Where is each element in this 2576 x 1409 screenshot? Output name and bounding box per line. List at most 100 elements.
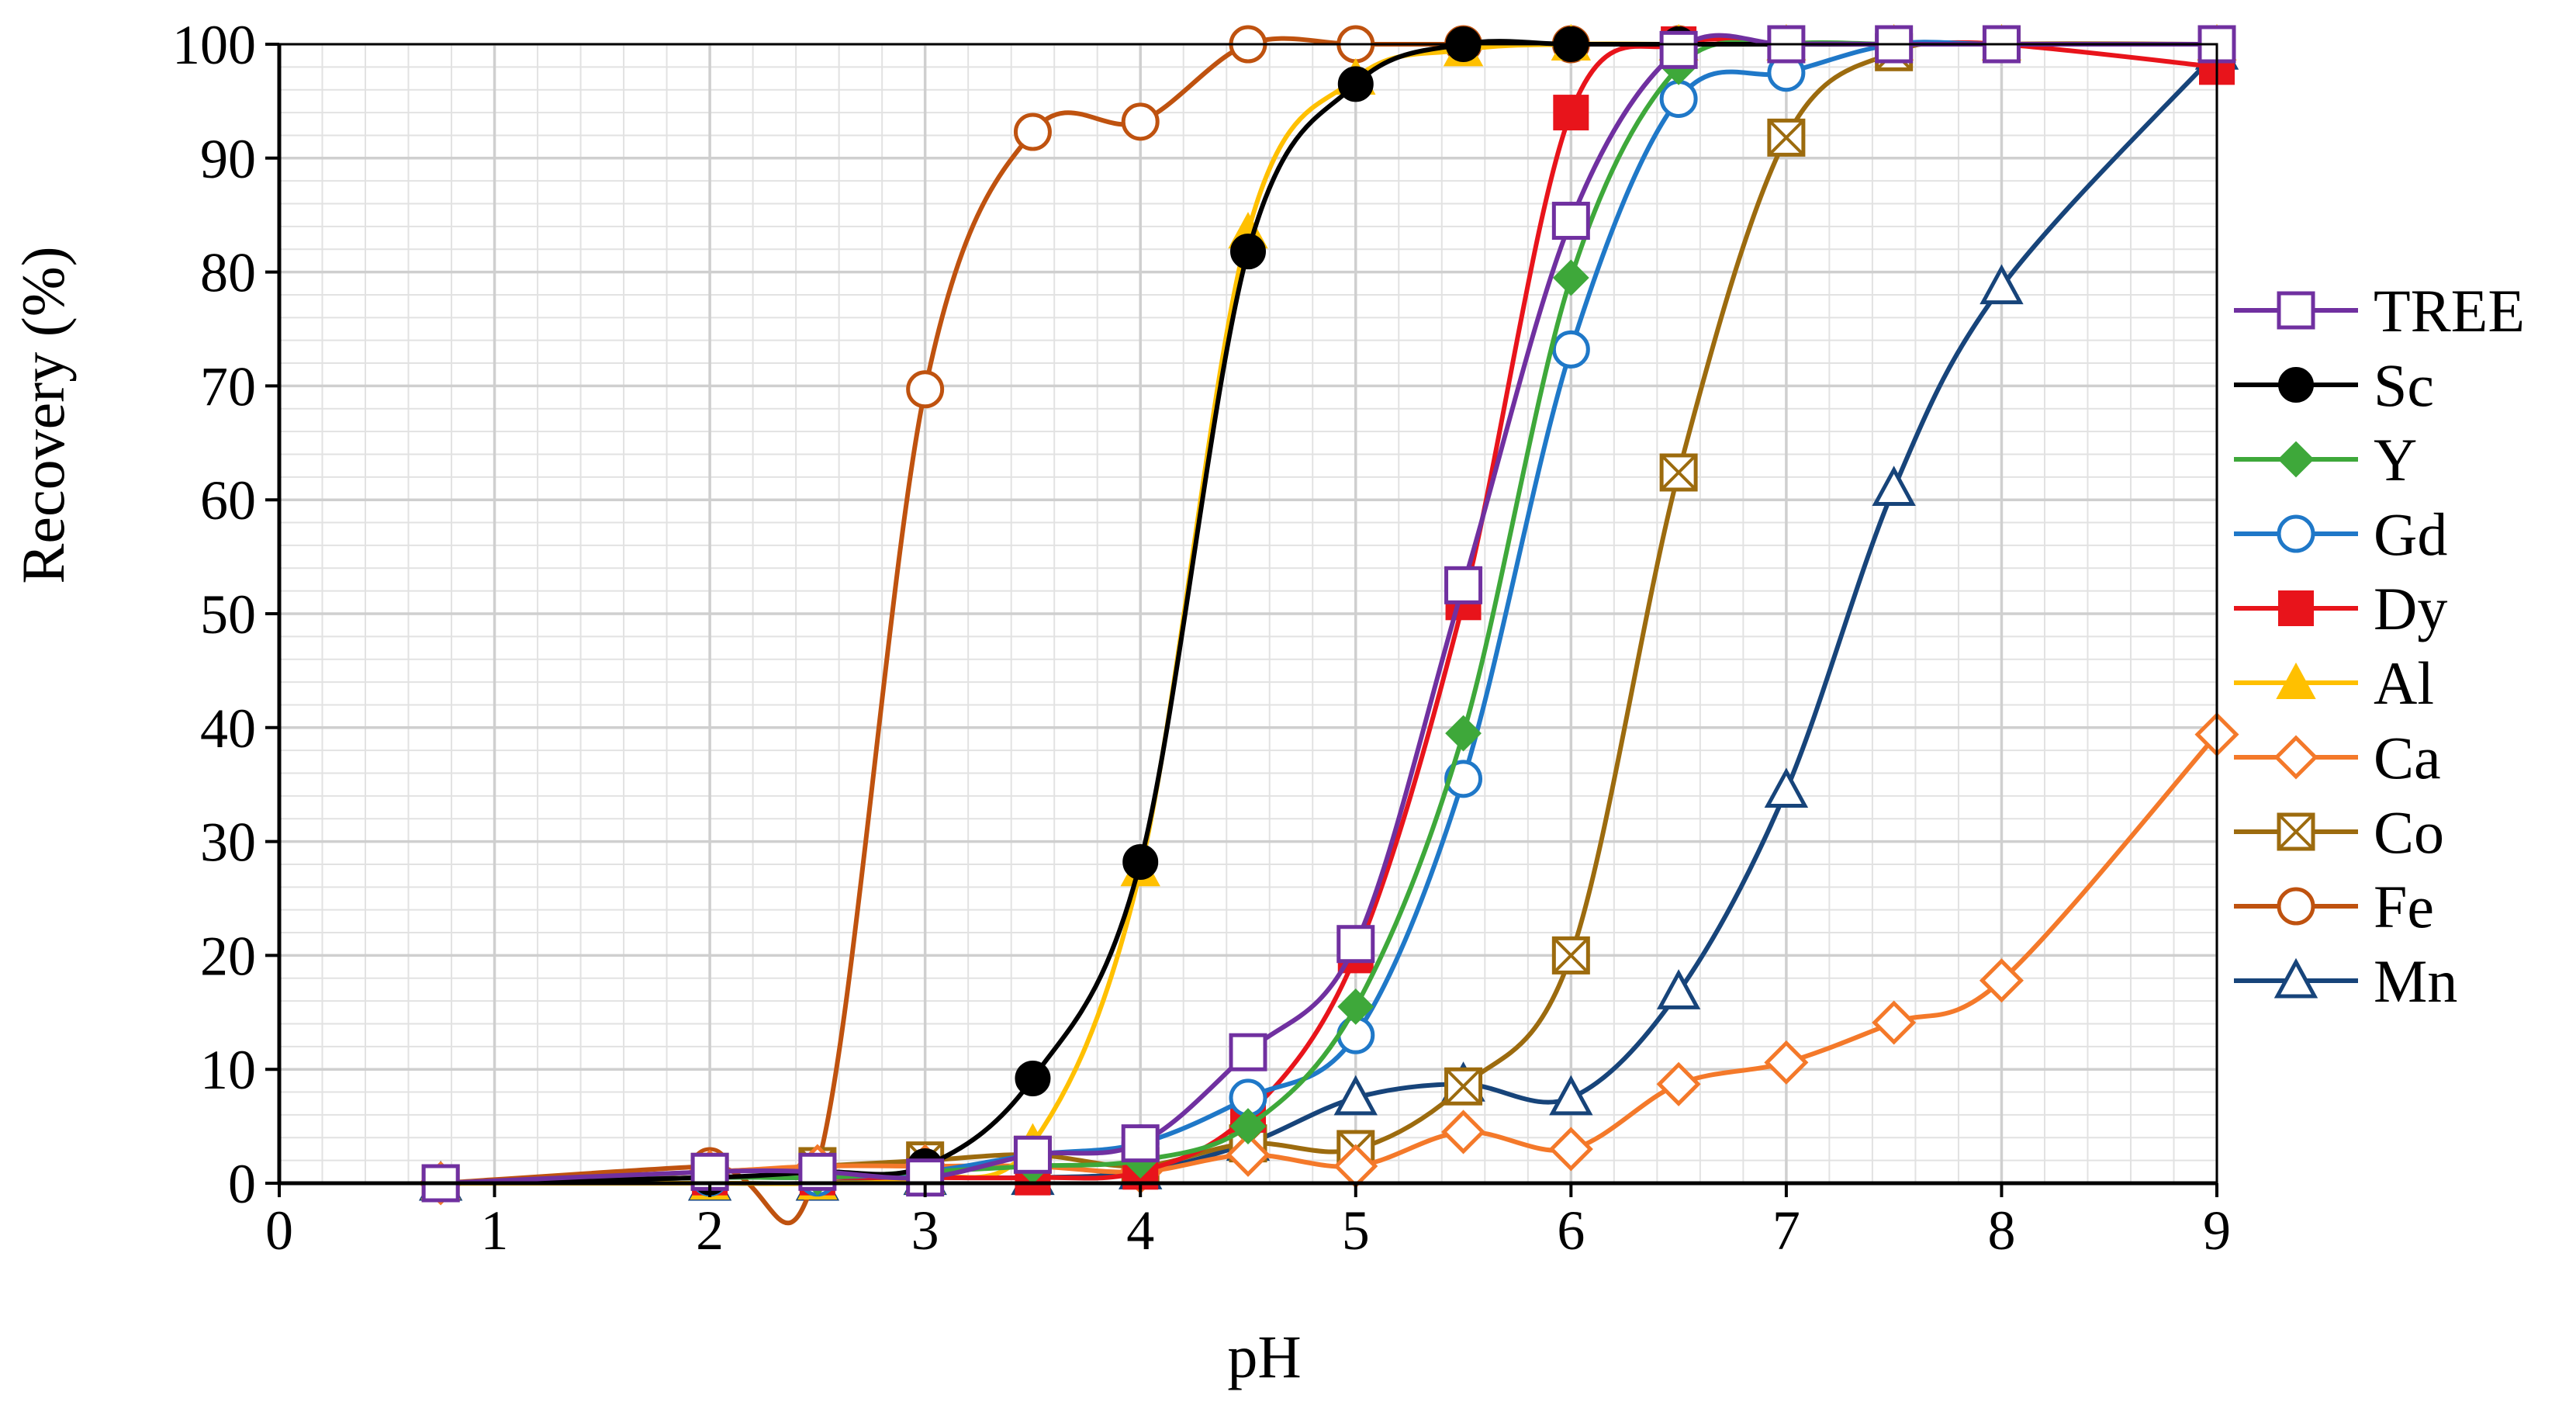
legend-item-fe: Fe: [2234, 873, 2434, 940]
legend-label-dy: Dy: [2374, 575, 2447, 642]
legend-marker-gd: [2277, 514, 2315, 553]
legend-item-co: Co: [2234, 798, 2444, 866]
data-point-y: [1337, 988, 1374, 1025]
x-tick-label: 8: [1987, 1200, 2015, 1262]
x-tick-label: 6: [1557, 1200, 1585, 1262]
legend-marker-co-cross: [2277, 813, 2315, 850]
y-tick-label: 20: [200, 925, 256, 987]
data-point-co-cross: [1445, 1068, 1482, 1105]
data-point-mn: [1764, 767, 1809, 808]
x-tick-label: 2: [696, 1200, 724, 1262]
legend-marker-mn: [2273, 957, 2318, 999]
data-point-ca: [1656, 1061, 1701, 1106]
legend-item-y: Y: [2234, 426, 2417, 493]
x-tick-label: 5: [1342, 1200, 1370, 1262]
legend-item-al: Al: [2234, 649, 2434, 717]
legend-item-gd: Gd: [2234, 500, 2447, 568]
data-point-gd: [1659, 79, 1698, 118]
data-point-co-cross: [1552, 936, 1589, 974]
legend-item-mn: Mn: [2234, 947, 2457, 1015]
legend-marker-dy: [2278, 590, 2314, 626]
data-point-co: [1767, 118, 1806, 157]
data-point-ca: [1548, 1127, 1593, 1172]
data-point-tree: [1659, 30, 1698, 69]
legend-marker-y: [2277, 441, 2315, 478]
legend-marker-al: [2276, 662, 2316, 699]
legend-label-fe: Fe: [2374, 873, 2434, 940]
data-point-mn: [1980, 264, 2024, 305]
legend-marker-ca: [2273, 735, 2318, 780]
legend-item-ca: Ca: [2234, 724, 2441, 791]
legend-label-al: Al: [2374, 649, 2434, 717]
data-point-fe: [1013, 113, 1052, 151]
y-tick-label: 100: [172, 14, 256, 76]
y-tick-label: 80: [200, 242, 256, 304]
legend: TREE Sc Y Gd Dy Al Ca Co Fe Mn: [2234, 277, 2525, 1015]
legend-label-gd: Gd: [2374, 500, 2447, 568]
legend-item-dy: Dy: [2234, 575, 2447, 642]
data-point-tree: [1336, 925, 1375, 964]
grid: [278, 43, 2218, 1185]
data-point-y: [1445, 715, 1482, 752]
y-tick-label: 40: [200, 698, 256, 760]
legend-label-sc: Sc: [2374, 351, 2434, 419]
legend-label-mn: Mn: [2374, 947, 2457, 1015]
y-tick-label: 70: [200, 355, 256, 417]
x-tick-label: 3: [911, 1200, 939, 1262]
data-point-tree: [1229, 1033, 1267, 1071]
y-tick-label: 10: [200, 1039, 256, 1101]
y-axis-title: Recovery (%): [9, 246, 77, 583]
data-point-sc: [1122, 844, 1159, 881]
data-point-y: [1552, 259, 1589, 296]
x-tick-label: 7: [1772, 1200, 1800, 1262]
x-axis-ticks: 0 1 2 3 4 5 6 7 8 9: [265, 1183, 2231, 1262]
legend-marker-co: [2277, 812, 2315, 851]
y-axis-ticks: 0 10 20 30 40 50 60 70 80 90 100: [172, 14, 279, 1215]
data-point-sc: [1337, 66, 1374, 102]
y-tick-label: 30: [200, 812, 256, 874]
x-tick-label: 1: [481, 1200, 509, 1262]
data-point-mn: [1872, 466, 1916, 507]
data-point-tree: [1551, 202, 1590, 241]
legend-marker-fe: [2277, 887, 2315, 926]
data-point-co: [1444, 1067, 1483, 1106]
data-point-ca: [1979, 958, 2024, 1003]
y-tick-label: 90: [200, 128, 256, 190]
x-axis-title: pH: [1227, 1323, 1301, 1390]
data-point-gd: [1551, 330, 1590, 369]
data-point-ca: [1764, 1040, 1809, 1085]
data-point-ca: [1872, 1000, 1917, 1045]
data-point-fe: [1121, 102, 1160, 141]
legend-item-sc: Sc: [2234, 351, 2434, 419]
data-point-tree: [1013, 1135, 1052, 1174]
legend-item-tree: TREE: [2234, 277, 2525, 344]
data-point-fe: [906, 370, 945, 409]
legend-label-tree: TREE: [2374, 277, 2525, 344]
data-point-dy: [1553, 95, 1589, 131]
data-point-co: [1659, 453, 1698, 492]
data-point-gd: [1444, 760, 1483, 798]
legend-label-co: Co: [2374, 798, 2444, 866]
data-point-co-cross: [1768, 119, 1805, 156]
y-tick-label: 60: [200, 469, 256, 531]
data-point-sc: [1230, 234, 1266, 270]
data-point-co: [1551, 936, 1590, 975]
x-tick-label: 0: [265, 1200, 293, 1262]
legend-marker-sc: [2278, 367, 2314, 403]
y-tick-label: 50: [200, 583, 256, 646]
legend-marker-tree: [2277, 291, 2315, 330]
data-point-y: [1229, 1108, 1267, 1145]
x-tick-label: 4: [1126, 1200, 1154, 1262]
data-point-tree: [1121, 1124, 1160, 1163]
data-point-tree: [1444, 566, 1483, 604]
x-tick-label: 9: [2203, 1200, 2231, 1262]
data-point-ca: [1441, 1110, 1486, 1155]
y-tick-label: 0: [228, 1153, 256, 1215]
data-point-sc: [1015, 1060, 1051, 1096]
data-point-mn: [1333, 1075, 1378, 1116]
data-point-co-cross: [1660, 454, 1697, 491]
data-point-ca: [1226, 1132, 1271, 1177]
legend-label-ca: Ca: [2374, 724, 2441, 791]
legend-label-y: Y: [2374, 426, 2417, 493]
